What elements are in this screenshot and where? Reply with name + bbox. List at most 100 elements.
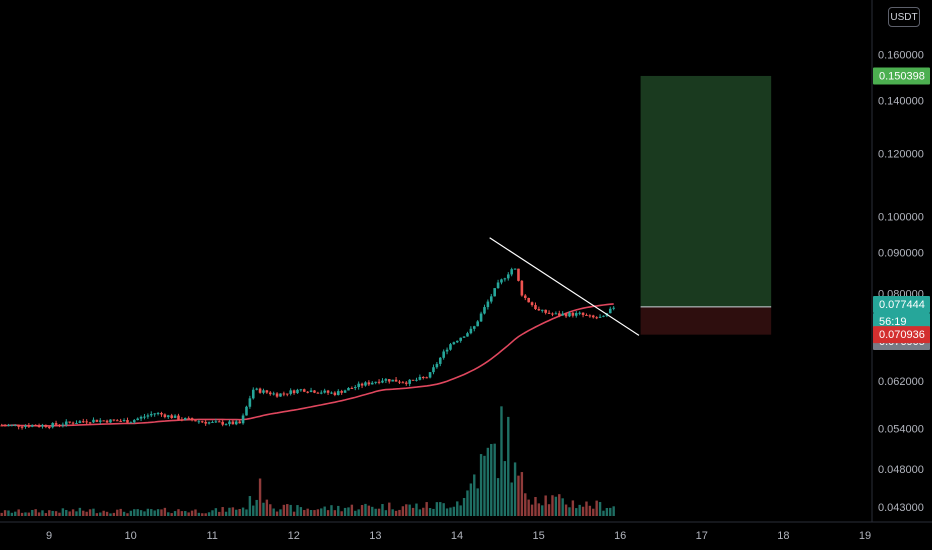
candle-body bbox=[88, 422, 92, 424]
volume-bar bbox=[248, 496, 252, 516]
candle-body bbox=[68, 421, 71, 423]
volume-bar bbox=[605, 508, 609, 516]
volume-bar bbox=[85, 511, 88, 516]
volume-bar bbox=[316, 509, 320, 516]
volume-bar bbox=[520, 472, 524, 516]
stop-price-badge bbox=[873, 326, 930, 344]
candle-body bbox=[109, 419, 112, 423]
candle-body bbox=[92, 419, 95, 423]
volume-bar bbox=[184, 511, 187, 516]
volume-bar bbox=[275, 511, 279, 516]
candle-body bbox=[598, 316, 602, 318]
candle-body bbox=[126, 420, 129, 423]
candle-body bbox=[136, 418, 139, 421]
trendline[interactable] bbox=[489, 237, 640, 336]
volume-bar bbox=[71, 509, 75, 516]
volume-bar bbox=[466, 490, 469, 516]
time-tick-label: 15 bbox=[532, 530, 544, 542]
candle-body bbox=[330, 392, 333, 394]
volume-bar bbox=[31, 509, 34, 516]
candle-body bbox=[102, 420, 105, 422]
volume-bar bbox=[517, 475, 520, 516]
candle-body bbox=[455, 340, 459, 343]
price-tick-label: 0.120000 bbox=[878, 149, 924, 161]
candle-body bbox=[160, 413, 163, 415]
candle-body bbox=[275, 393, 279, 397]
candle-body bbox=[418, 376, 422, 380]
candle-body bbox=[200, 421, 204, 423]
candle-body bbox=[37, 426, 41, 428]
volume-bar bbox=[323, 506, 326, 516]
candle-body bbox=[374, 381, 377, 383]
price-tick-label: 0.090000 bbox=[878, 248, 924, 260]
candle-body bbox=[387, 379, 391, 382]
volume-bar bbox=[476, 488, 479, 516]
candle-body bbox=[428, 372, 432, 378]
candle-body bbox=[85, 421, 88, 423]
candle-body bbox=[534, 305, 537, 310]
volume-bar bbox=[231, 507, 235, 516]
candle-body bbox=[255, 388, 258, 390]
candle-body bbox=[183, 417, 187, 420]
candle-body bbox=[272, 393, 275, 395]
candle-body bbox=[170, 415, 173, 418]
candle-body bbox=[3, 425, 7, 427]
profit-zone[interactable] bbox=[640, 75, 772, 307]
currency-button[interactable]: USDT bbox=[888, 7, 920, 27]
volume-bar bbox=[7, 510, 10, 516]
volume-bar bbox=[99, 512, 102, 516]
candle-body bbox=[408, 379, 411, 384]
candle-body bbox=[234, 421, 238, 425]
candle-body bbox=[319, 392, 323, 394]
price-tick-label: 0.160000 bbox=[878, 50, 924, 62]
volume-bar bbox=[367, 505, 371, 516]
candle-body bbox=[462, 336, 466, 338]
candle-body bbox=[289, 390, 292, 394]
volume-bar bbox=[581, 506, 585, 516]
stop-zone[interactable] bbox=[640, 306, 772, 335]
volume-bar bbox=[211, 510, 214, 516]
candle-body bbox=[425, 377, 428, 379]
volume-bar bbox=[578, 504, 581, 516]
volume-bar bbox=[330, 505, 333, 516]
volume-bar bbox=[78, 507, 82, 516]
volume-bar bbox=[54, 511, 58, 516]
volume-bar bbox=[180, 511, 184, 516]
candle-body bbox=[357, 383, 360, 388]
volume-bar bbox=[299, 507, 303, 516]
volume-bar bbox=[112, 512, 116, 516]
candle-body bbox=[285, 393, 289, 395]
candle-body bbox=[588, 315, 592, 317]
volume-bar bbox=[527, 499, 530, 516]
candle-body bbox=[435, 363, 439, 368]
volume-bar bbox=[238, 508, 241, 516]
volume-bar bbox=[439, 502, 442, 516]
candle-body bbox=[265, 390, 269, 393]
candle-body bbox=[156, 413, 160, 415]
candle-body bbox=[95, 419, 99, 422]
volume-bar bbox=[333, 510, 337, 516]
volume-bar bbox=[241, 507, 245, 516]
descending-trendline[interactable] bbox=[489, 237, 640, 336]
candle-body bbox=[574, 313, 578, 316]
price-tick-label: 0.062000 bbox=[878, 376, 924, 388]
candle-body bbox=[207, 422, 211, 424]
time-tick-label: 12 bbox=[288, 530, 300, 542]
volume-bar bbox=[411, 507, 415, 516]
candle-body bbox=[404, 382, 408, 384]
volume-bar bbox=[381, 504, 384, 516]
volume-bar bbox=[354, 510, 357, 516]
volume-bar bbox=[435, 502, 439, 516]
volume-bar bbox=[473, 474, 476, 516]
candle-body bbox=[350, 387, 354, 389]
long-position-tool[interactable] bbox=[640, 75, 772, 335]
volume-bar bbox=[201, 513, 204, 516]
candle-body bbox=[7, 425, 10, 427]
volume-bar bbox=[595, 500, 598, 516]
volume-bar bbox=[612, 506, 615, 516]
candle-body bbox=[313, 390, 316, 393]
candle-body bbox=[506, 274, 510, 279]
candle-body bbox=[398, 381, 401, 383]
